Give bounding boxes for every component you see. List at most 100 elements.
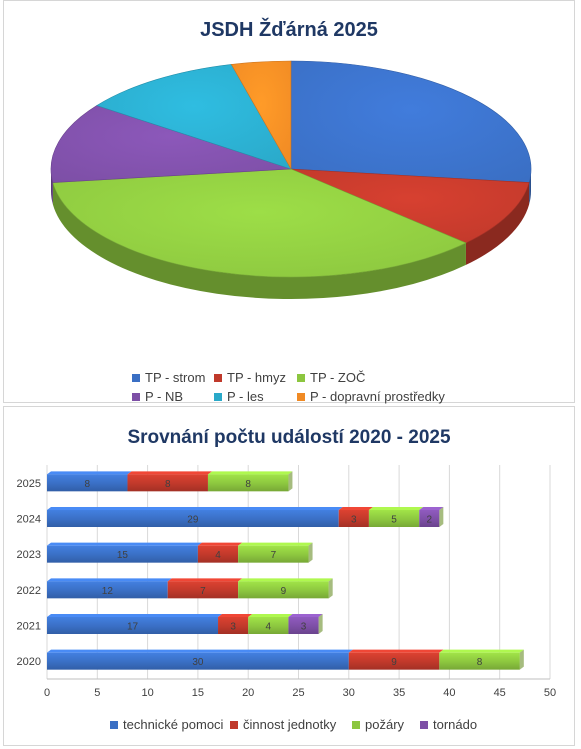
bar-top-face — [47, 507, 343, 510]
pie-side-tp-hmyz — [465, 182, 530, 265]
bar-top-face — [207, 471, 293, 475]
x-tick-label: 15 — [192, 687, 204, 699]
y-tick-label: 2022 — [17, 585, 41, 597]
bar-top-face — [338, 507, 373, 510]
pie-legend-label: P - dopravní prostředky — [310, 389, 445, 404]
pie-chart — [50, 60, 532, 299]
bar-legend-label: činnost jednotky — [243, 717, 337, 732]
bar-top-face — [348, 649, 444, 653]
bar-chart: 0 5 10 15 20 25 30 35 40 45 508 8 829 3 5 215 4 712 7 917 3 4… — [17, 465, 556, 699]
pie-side-walls — [51, 169, 531, 299]
bar-end-face — [439, 507, 444, 527]
y-tick-label: 2021 — [17, 621, 41, 633]
pie-legend-swatch — [214, 373, 222, 382]
pie-chart-panel: JSDH Žďárná 2025 TP - strom TP - hmyz TP -… — [3, 0, 575, 404]
bar-cinnost-jednotky-2022 — [167, 581, 239, 599]
bar-cinnost-jednotky-2020 — [348, 652, 440, 670]
bar-top-face — [47, 578, 172, 582]
bar-technicke-pomoci-2020 — [47, 652, 349, 670]
bar-end-face — [288, 471, 293, 492]
x-tick-label: 20 — [242, 687, 254, 699]
bar-legend-item-cinnost-jednotky: činnost jednotky — [230, 717, 336, 732]
bar-top-face — [288, 614, 323, 617]
bar-tornado-2024 — [419, 510, 440, 527]
bar-legend-label: technické pomoci — [123, 717, 224, 732]
bar-legend-item-pozary: požáry — [352, 717, 404, 732]
bar-legend-swatch — [230, 720, 238, 729]
pie-slice-p-dopravni-prostredky — [230, 60, 292, 171]
x-tick-label: 5 — [94, 687, 100, 699]
pie-slice-tp-strom — [290, 60, 532, 183]
bar-data-label: 8 — [165, 479, 171, 490]
bar-data-label: 29 — [187, 515, 199, 526]
bar-gridlines — [46, 465, 551, 679]
pie-slice-p-les — [96, 64, 292, 170]
bar-legend-label: tornádo — [433, 717, 478, 732]
y-tick-label: 2025 — [17, 478, 41, 490]
bar-chart-panel: Srovnání počtu událostí 2020 - 2025 0 5 10… — [3, 406, 575, 746]
pie-slice-p-nb — [50, 105, 292, 183]
bar-pozary-2024 — [368, 510, 420, 527]
bar-technicke-pomoci-2022 — [47, 581, 168, 599]
bars: 8 8 8 29 3 5 2 15 4 7 12 7 9 17 3 4 3 30 9 8 — [47, 471, 524, 670]
bar-data-label: 3 — [301, 622, 307, 633]
bar-technicke-pomoci-2021 — [47, 617, 219, 634]
bar-legend-swatch — [420, 720, 428, 729]
pie-side-tp-strom — [529, 169, 531, 205]
pie-legend-swatch — [132, 373, 140, 382]
x-tick-label: 45 — [494, 687, 506, 699]
bar-top-face — [167, 578, 243, 582]
bar-data-label: 2 — [426, 515, 432, 526]
bar-data-label: 7 — [271, 550, 277, 561]
bar-pozary-2020 — [439, 652, 520, 670]
pie-legend-swatch — [132, 392, 140, 401]
x-tick-label: 50 — [544, 687, 556, 699]
bar-data-label: 9 — [281, 586, 287, 597]
pie-legend-item-p-les: P - les — [214, 389, 264, 404]
bar-top-face — [218, 614, 253, 617]
pie-slice-tp-zoc — [52, 168, 467, 278]
bar-top-face — [238, 542, 313, 546]
bar-technicke-pomoci-2024 — [47, 510, 339, 527]
bar-data-label: 15 — [117, 550, 129, 561]
bar-data-label: 3 — [230, 622, 236, 633]
pie-legend-item-tp-zoc: TP - ZOČ — [297, 370, 365, 385]
bar-end-face — [308, 542, 313, 563]
pie-legend-item-tp-hmyz: TP - hmyz — [214, 370, 286, 385]
bar-pozary-2025 — [207, 474, 289, 492]
bar-cinnost-jednotky-2023 — [197, 545, 239, 563]
bar-pozary-2022 — [238, 581, 329, 599]
bar-top-face — [197, 542, 243, 546]
x-tick-label: 35 — [393, 687, 405, 699]
x-tick-label: 10 — [141, 687, 153, 699]
y-tick-label: 2020 — [17, 656, 41, 668]
bar-top-face — [439, 649, 524, 653]
bar-data-label: 17 — [127, 622, 139, 633]
pie-slice-tp-hmyz — [290, 168, 530, 244]
pie-legend-label: P - NB — [145, 389, 184, 404]
pie-legend-item-tp-strom: TP - strom — [132, 370, 205, 385]
bar-top-face — [47, 542, 202, 546]
bar-data-label: 4 — [266, 622, 272, 633]
bar-technicke-pomoci-2025 — [47, 474, 128, 492]
bar-technicke-pomoci-2023 — [47, 545, 198, 563]
bar-top-face — [368, 507, 424, 510]
bar-top-face — [238, 578, 333, 582]
bar-pozary-2023 — [238, 545, 309, 563]
bar-data-label: 8 — [245, 479, 251, 490]
pie-legend-swatch — [297, 373, 305, 382]
bar-data-label: 9 — [391, 657, 397, 668]
y-tick-label: 2023 — [17, 549, 41, 561]
bar-top-face — [419, 507, 444, 510]
bar-data-label: 4 — [215, 550, 221, 561]
bar-cinnost-jednotky-2025 — [127, 474, 208, 492]
pie-legend-item-p-nb: P - NB — [132, 389, 183, 404]
y-tick-label: 2024 — [17, 514, 41, 526]
bar-end-face — [328, 578, 333, 599]
pie-legend-label: TP - strom — [145, 370, 206, 385]
bar-end-face — [519, 649, 524, 670]
bar-top-face — [47, 614, 223, 617]
bar-legend-item-tornado: tornádo — [420, 717, 477, 732]
pie-slices — [50, 60, 532, 278]
pie-legend-label: TP - ZOČ — [310, 370, 366, 385]
